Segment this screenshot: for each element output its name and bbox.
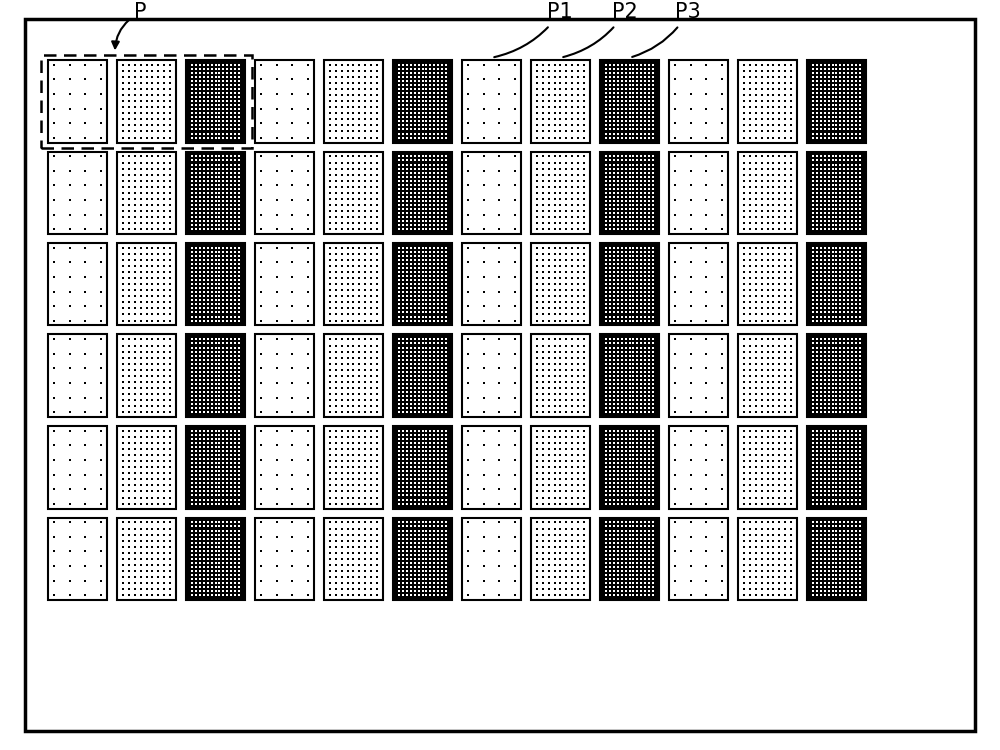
Bar — [600, 426, 659, 508]
Bar — [600, 60, 659, 142]
Bar — [462, 243, 521, 326]
Bar — [117, 334, 176, 417]
Bar — [531, 426, 590, 508]
Bar — [48, 334, 107, 417]
Bar — [117, 60, 176, 142]
Bar — [393, 152, 452, 234]
Bar — [117, 426, 176, 508]
Bar — [531, 334, 590, 417]
Bar — [48, 426, 107, 508]
Bar — [324, 243, 383, 326]
Text: P3: P3 — [632, 2, 701, 57]
Bar — [48, 518, 107, 600]
Bar — [531, 60, 590, 142]
Text: P2: P2 — [563, 2, 638, 57]
Bar — [807, 518, 866, 600]
Text: P: P — [112, 2, 146, 48]
Bar — [669, 60, 728, 142]
Bar — [48, 60, 107, 142]
Bar — [186, 518, 245, 600]
Bar — [393, 60, 452, 142]
Bar — [186, 243, 245, 326]
Bar — [462, 152, 521, 234]
Bar — [255, 518, 314, 600]
Bar — [186, 60, 245, 142]
Bar — [807, 152, 866, 234]
Bar — [531, 518, 590, 600]
Bar — [255, 152, 314, 234]
Bar — [117, 518, 176, 600]
Bar — [807, 243, 866, 326]
Bar — [669, 243, 728, 326]
Bar — [324, 518, 383, 600]
Bar — [531, 152, 590, 234]
Bar — [738, 518, 797, 600]
Bar — [738, 152, 797, 234]
Bar — [531, 243, 590, 326]
Bar — [669, 518, 728, 600]
Bar — [48, 152, 107, 234]
Bar — [48, 243, 107, 326]
Bar — [41, 55, 252, 148]
Bar — [462, 60, 521, 142]
Bar — [669, 334, 728, 417]
Bar — [600, 243, 659, 326]
Bar — [324, 334, 383, 417]
Bar — [600, 518, 659, 600]
Bar — [393, 243, 452, 326]
Bar — [255, 243, 314, 326]
Bar — [186, 334, 245, 417]
Bar — [807, 60, 866, 142]
Bar — [255, 426, 314, 508]
Bar — [324, 426, 383, 508]
Bar — [669, 152, 728, 234]
Bar — [738, 334, 797, 417]
Bar — [462, 334, 521, 417]
Bar — [117, 152, 176, 234]
Bar — [807, 334, 866, 417]
Text: P1: P1 — [494, 2, 573, 57]
Bar — [462, 518, 521, 600]
Bar — [393, 518, 452, 600]
Bar — [324, 60, 383, 142]
Bar — [807, 426, 866, 508]
Bar — [186, 426, 245, 508]
Bar — [255, 334, 314, 417]
Bar — [393, 334, 452, 417]
Bar — [255, 60, 314, 142]
Bar — [324, 152, 383, 234]
Bar — [738, 243, 797, 326]
Bar — [669, 426, 728, 508]
Bar — [117, 243, 176, 326]
Bar — [738, 60, 797, 142]
Bar — [393, 426, 452, 508]
Bar — [600, 334, 659, 417]
Bar — [462, 426, 521, 508]
Bar — [738, 426, 797, 508]
Bar — [600, 152, 659, 234]
Bar — [186, 152, 245, 234]
